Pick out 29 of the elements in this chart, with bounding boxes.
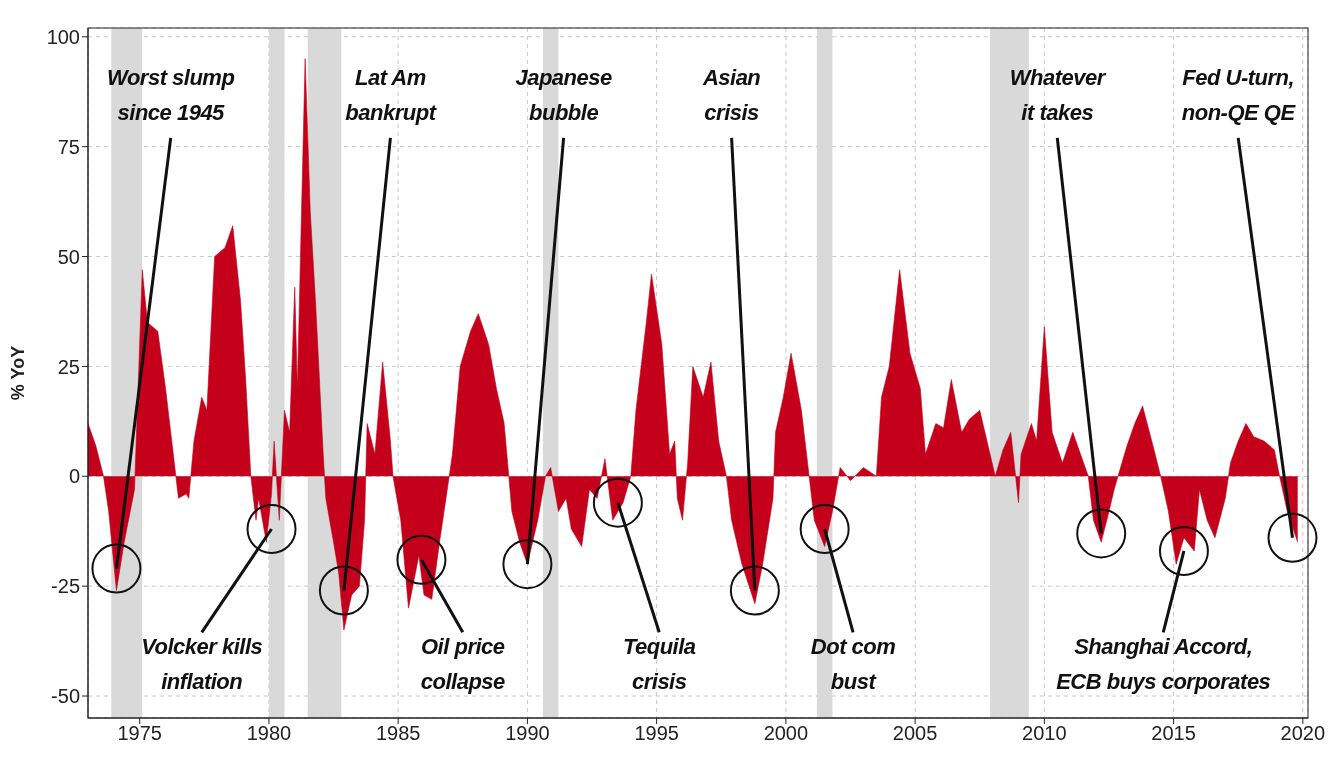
annotation: Asian crisis bbox=[701, 65, 761, 126]
x-tick-label: 1985 bbox=[375, 722, 421, 745]
annotation: Tequila crisis bbox=[622, 634, 696, 695]
y-tick-label: 100 bbox=[46, 25, 80, 48]
y-tick-label: 0 bbox=[68, 465, 80, 488]
x-tick-label: 1980 bbox=[246, 722, 292, 745]
y-tick-label: 75 bbox=[57, 135, 80, 158]
annotation: Worst slump since 1945 bbox=[107, 65, 235, 126]
annotation: Shanghai Accord, ECB buys corporates bbox=[1056, 634, 1271, 695]
y-axis-title: % YoY bbox=[8, 345, 29, 401]
x-tick-label: 2020 bbox=[1280, 722, 1326, 745]
x-tick-label: 1995 bbox=[634, 722, 679, 745]
y-tick-label: -50 bbox=[51, 685, 80, 708]
annotation: Oil price collapse bbox=[420, 634, 506, 695]
x-tick-label: 2010 bbox=[1022, 722, 1067, 745]
annotation: Whatever it takes bbox=[1009, 65, 1107, 126]
x-tick-label: 1975 bbox=[117, 722, 162, 745]
y-tick-label: 25 bbox=[57, 355, 80, 378]
annotation: Volcker kills inflation bbox=[141, 634, 263, 695]
y-tick-label: 50 bbox=[57, 245, 80, 268]
annotation: Fed U-turn, non-QE QE bbox=[1181, 65, 1297, 126]
annotation: Dot com bust bbox=[810, 634, 896, 695]
x-tick-label: 2005 bbox=[892, 722, 938, 745]
annotation: Japanese bubble bbox=[515, 65, 612, 126]
x-tick-label: 2000 bbox=[763, 722, 809, 745]
y-tick-label: -25 bbox=[51, 575, 80, 598]
annotation: Lat Am bankrupt bbox=[345, 65, 438, 126]
x-tick-label: 2015 bbox=[1151, 722, 1196, 745]
x-tick-label: 1990 bbox=[505, 722, 550, 745]
